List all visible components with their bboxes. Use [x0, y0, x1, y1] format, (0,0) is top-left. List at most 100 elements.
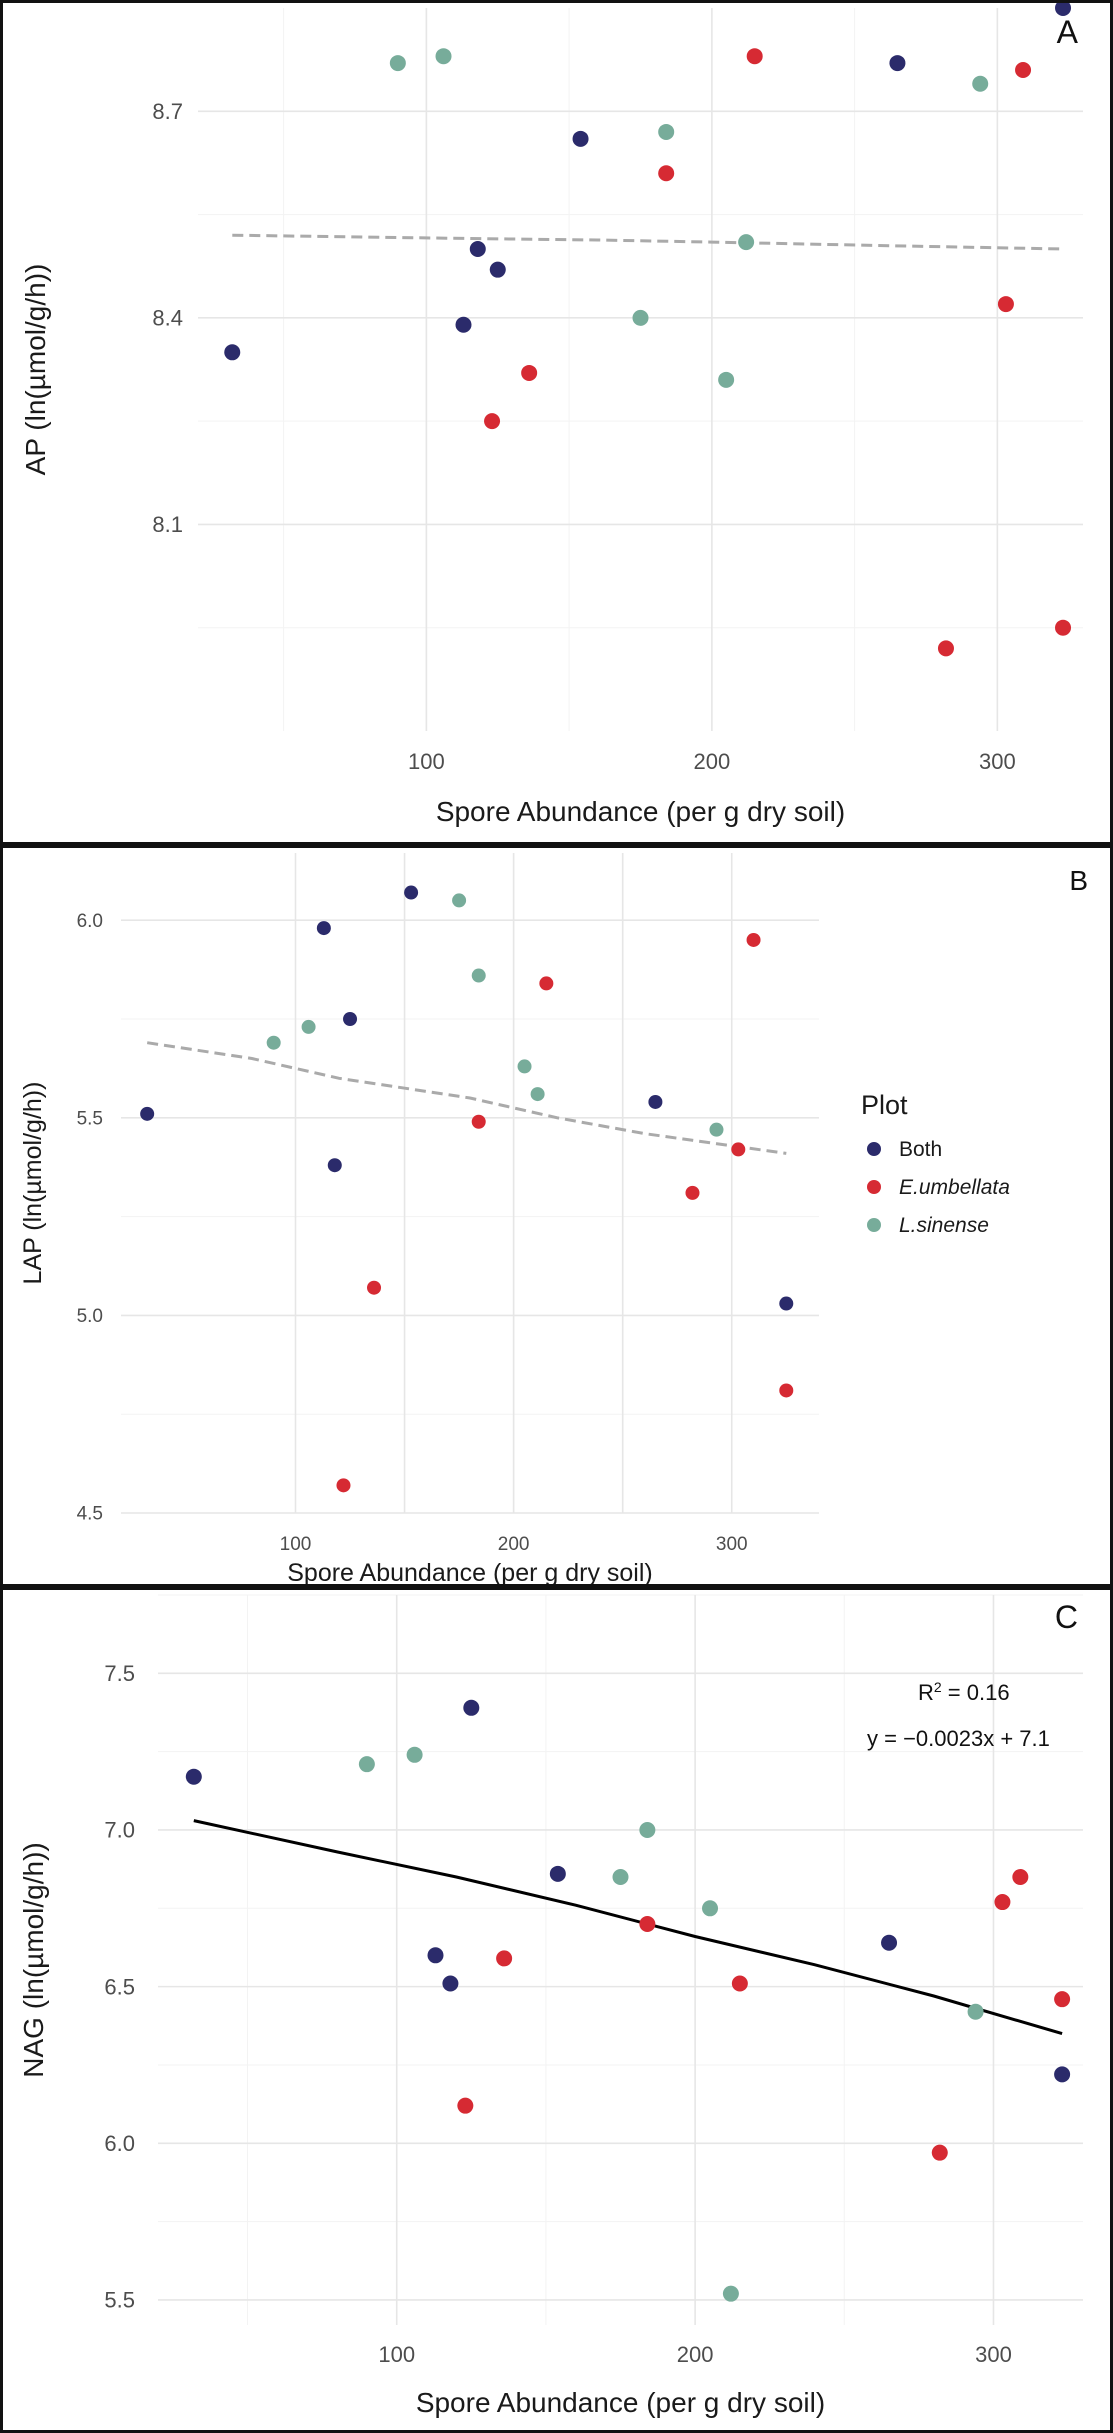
y-tick-label: 4.5 — [77, 1504, 103, 1525]
data-point-both — [1055, 3, 1072, 16]
r-squared-superscript: 2 — [934, 1679, 942, 1695]
data-point-e-umbellata — [931, 2144, 948, 2161]
data-point-e-umbellata — [367, 1280, 382, 1295]
data-point-both — [779, 1296, 794, 1311]
legend-label-both: Both — [899, 1138, 942, 1161]
panel-b: 100 200 300 4.5 5.0 5.5 6.0 Spore Abundance (pe… — [0, 845, 1113, 1587]
y-tick-label: 5.5 — [104, 2288, 135, 2313]
data-point-e-umbellata — [539, 976, 554, 991]
data-point-l-sinense — [632, 309, 649, 326]
y-axis-title: AP (ln(µmol/g/h)) — [20, 264, 51, 476]
data-point-e-umbellata — [746, 932, 761, 947]
data-point-e-umbellata — [639, 1915, 656, 1932]
data-point-l-sinense — [471, 968, 486, 983]
data-point-l-sinense — [358, 1756, 375, 1773]
data-point-l-sinense — [658, 123, 675, 140]
data-point-both — [185, 1768, 202, 1785]
x-tick-label: 300 — [979, 749, 1016, 774]
data-point-l-sinense — [972, 75, 989, 92]
data-point-both — [327, 1158, 342, 1173]
legend-key-both — [867, 1142, 881, 1156]
legend-label-l-sinense: L.sinense — [899, 1214, 989, 1237]
data-point-both — [489, 261, 506, 278]
x-tick-label: 300 — [975, 2342, 1012, 2367]
panel-c-chart: 100 200 300 5.5 6.0 6.5 7.0 7.5 Spore Abundance … — [18, 1594, 1083, 2418]
data-point-both — [427, 1947, 444, 1964]
panel-c: 100 200 300 5.5 6.0 6.5 7.0 7.5 Spore Abundance … — [0, 1587, 1113, 2433]
data-point-l-sinense — [639, 1821, 656, 1838]
legend-key-e-umbellata — [867, 1180, 881, 1194]
data-point-l-sinense — [612, 1868, 629, 1885]
y-axis-title: LAP (ln(µmol/g/h)) — [19, 1082, 47, 1285]
data-point-both — [889, 55, 906, 72]
data-point-both — [140, 1106, 155, 1121]
data-point-l-sinense — [452, 893, 467, 908]
data-point-both — [343, 1011, 358, 1026]
x-axis-title: Spore Abundance (per g dry soil) — [287, 1559, 653, 1584]
data-point-e-umbellata — [1054, 1991, 1071, 2008]
data-point-both — [455, 316, 472, 333]
data-point-l-sinense — [738, 234, 755, 251]
y-tick-label: 5.5 — [77, 1108, 103, 1129]
data-point-both — [572, 130, 589, 147]
data-point-e-umbellata — [1055, 619, 1072, 636]
data-point-both — [442, 1975, 459, 1992]
data-point-both — [469, 241, 486, 257]
y-tick-label: 7.5 — [104, 1661, 135, 1686]
y-tick-label: 6.5 — [104, 1974, 135, 1999]
y-tick-label: 5.0 — [77, 1306, 103, 1327]
x-tick-label: 200 — [498, 1534, 530, 1555]
data-point-l-sinense — [406, 1746, 423, 1763]
legend-key-l-sinense — [867, 1218, 881, 1232]
data-point-l-sinense — [301, 1019, 316, 1034]
data-point-both — [463, 1699, 480, 1716]
regression-equation: y = −0.0023x + 7.1 — [867, 1726, 1050, 1751]
data-point-both — [881, 1934, 898, 1951]
panel-b-chart: 100 200 300 4.5 5.0 5.5 6.0 Spore Abundance (pe… — [19, 853, 1088, 1584]
data-point-both — [224, 344, 241, 361]
data-point-both — [1054, 2066, 1071, 2083]
data-point-e-umbellata — [1015, 61, 1032, 78]
trend-line — [193, 1819, 1063, 2036]
data-point-e-umbellata — [994, 1894, 1011, 1911]
data-point-e-umbellata — [484, 413, 501, 430]
data-point-l-sinense — [435, 48, 452, 65]
data-point-both — [404, 885, 419, 900]
panel-letter: A — [1057, 14, 1079, 50]
data-point-l-sinense — [967, 2003, 984, 2020]
y-tick-label: 8.7 — [152, 99, 183, 124]
panel-letter: C — [1055, 1599, 1078, 1635]
panel-letter: B — [1069, 865, 1088, 896]
x-tick-label: 200 — [677, 2342, 714, 2367]
data-point-l-sinense — [530, 1087, 545, 1102]
data-point-e-umbellata — [658, 165, 675, 182]
data-point-l-sinense — [266, 1035, 281, 1050]
y-tick-label: 6.0 — [104, 2131, 135, 2156]
y-tick-label: 7.0 — [104, 1818, 135, 1843]
data-point-e-umbellata — [471, 1114, 486, 1129]
x-tick-label: 300 — [716, 1534, 748, 1555]
data-point-both — [549, 1865, 566, 1882]
x-tick-label: 200 — [694, 749, 731, 774]
data-point-l-sinense — [389, 55, 406, 72]
panel-a-chart: 100 200 300 8.1 8.4 8.7 Spore Abundance (per g… — [20, 3, 1083, 827]
x-axis-title: Spore Abundance (per g dry soil) — [436, 796, 845, 827]
data-point-e-umbellata — [496, 1950, 513, 1967]
data-point-e-umbellata — [731, 1975, 748, 1992]
y-tick-label: 8.1 — [152, 512, 183, 537]
x-axis-title: Spore Abundance (per g dry soil) — [416, 2387, 825, 2418]
y-tick-label: 8.4 — [152, 306, 183, 331]
trend-line — [232, 233, 1064, 251]
data-point-e-umbellata — [457, 2097, 474, 2114]
trend-line — [146, 1041, 787, 1155]
data-point-e-umbellata — [997, 296, 1014, 313]
data-point-e-umbellata — [521, 364, 538, 381]
data-point-l-sinense — [722, 2285, 739, 2302]
data-point-l-sinense — [517, 1059, 532, 1074]
legend-title: Plot — [861, 1090, 908, 1120]
x-tick-label: 100 — [280, 1534, 312, 1555]
data-point-e-umbellata — [685, 1185, 700, 1200]
y-tick-label: 6.0 — [77, 911, 103, 932]
data-point-e-umbellata — [1012, 1868, 1029, 1885]
r-squared-prefix: R — [918, 1680, 934, 1705]
